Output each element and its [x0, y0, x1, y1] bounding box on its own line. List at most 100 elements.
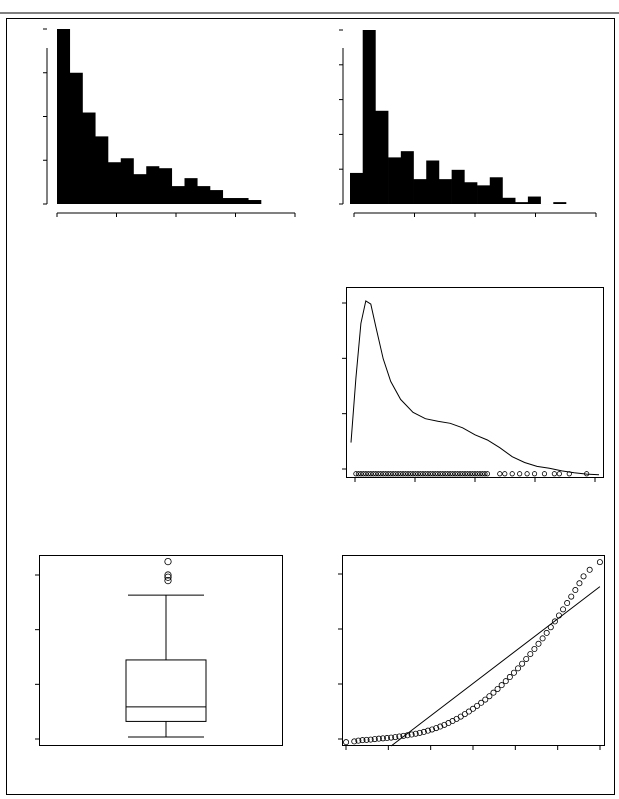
- qq-point: [586, 566, 593, 573]
- qq-point: [384, 735, 391, 742]
- histogram-bar: [210, 190, 224, 204]
- qq-point: [523, 655, 530, 662]
- rug-point: [373, 471, 379, 477]
- qq-points: [343, 559, 603, 746]
- histogram-bar: [464, 182, 478, 204]
- histogram-2-y-ticks: [339, 29, 343, 205]
- histogram-bar: [502, 197, 516, 204]
- qq-point: [474, 702, 481, 709]
- histogram-bar: [553, 202, 567, 204]
- rug-point: [425, 471, 431, 477]
- histogram-bar: [146, 166, 160, 204]
- rug-point: [455, 471, 461, 477]
- rug-point: [388, 471, 394, 477]
- histogram-bar: [69, 72, 83, 204]
- rug-point: [355, 471, 362, 477]
- rug-point: [368, 471, 374, 477]
- qq-point: [388, 734, 395, 741]
- histogram-bar: [375, 110, 389, 204]
- rug-point: [405, 471, 411, 477]
- histogram-bar: [133, 174, 147, 204]
- rug-point: [378, 471, 384, 477]
- rug-point: [432, 471, 438, 477]
- histogram-bar: [527, 196, 541, 204]
- density-rug: [353, 471, 590, 477]
- histogram-bar: [489, 177, 503, 204]
- rug-point: [365, 471, 371, 477]
- qq-point: [404, 732, 411, 739]
- qq-point: [424, 727, 431, 734]
- rug-point: [447, 471, 453, 477]
- rug-point: [400, 471, 406, 477]
- rug-point: [353, 471, 359, 477]
- histogram-bar: [57, 29, 71, 204]
- qq-point: [519, 660, 526, 667]
- histogram-bar: [477, 185, 491, 204]
- qq-point: [506, 674, 513, 681]
- qq-point: [343, 739, 350, 746]
- rug-point: [440, 471, 446, 477]
- qq-point: [400, 732, 407, 739]
- qq-plot-x-ticks: [345, 746, 601, 750]
- histogram-bar: [159, 168, 173, 204]
- histogram-bar: [515, 202, 529, 204]
- histogram-bar: [400, 151, 414, 204]
- density-plot-x-ticks: [354, 478, 596, 482]
- qq-point: [576, 580, 583, 587]
- rug-point: [390, 471, 396, 477]
- qq-point: [490, 689, 497, 696]
- density-curve: [350, 300, 600, 476]
- histogram-bar: [248, 200, 262, 204]
- qq-point: [502, 678, 509, 685]
- qq-point: [551, 618, 558, 625]
- histogram-bar: [95, 136, 109, 204]
- rug-point: [541, 471, 548, 477]
- rug-point: [484, 471, 491, 477]
- rug-point: [445, 471, 451, 477]
- qq-point: [416, 729, 423, 736]
- qq-point: [547, 624, 554, 631]
- rug-point: [380, 471, 386, 477]
- qq-point: [478, 699, 485, 706]
- rug-point: [467, 471, 473, 477]
- qq-point: [437, 723, 444, 730]
- qq-point: [412, 730, 419, 737]
- qq-point: [482, 696, 489, 703]
- rug-point: [422, 471, 428, 477]
- boxplot: [35, 555, 283, 746]
- qq-point: [433, 725, 440, 732]
- qq-point: [396, 733, 403, 740]
- rug-point: [427, 471, 433, 477]
- rug-point: [430, 471, 436, 477]
- qq-plot: [338, 555, 605, 750]
- histogram-bar: [171, 186, 185, 204]
- rug-point: [556, 471, 562, 477]
- qq-point: [465, 708, 472, 715]
- rug-point: [397, 471, 404, 477]
- qq-point: [494, 686, 501, 693]
- qq-point: [535, 640, 542, 647]
- qq-point: [420, 728, 427, 735]
- outlier-point: [164, 576, 172, 585]
- rug-point: [502, 471, 508, 477]
- histogram-bar: [426, 160, 440, 204]
- qq-point: [543, 629, 550, 636]
- rug-point: [410, 471, 416, 477]
- rug-point: [375, 471, 381, 477]
- histogram-1: [43, 28, 296, 217]
- rug-point: [479, 471, 486, 477]
- rug-point: [584, 471, 590, 477]
- outlier-point: [164, 557, 172, 566]
- rug-point: [417, 471, 424, 477]
- rug-point: [497, 471, 503, 477]
- outlier-point: [164, 571, 172, 579]
- qq-plot-y-ticks: [338, 573, 342, 740]
- rug-point: [469, 471, 476, 477]
- rug-point: [385, 471, 391, 477]
- rug-point: [509, 471, 515, 477]
- histogram-1-bars: [57, 29, 262, 204]
- histogram-1-x-ticks: [56, 213, 296, 217]
- histogram-bar: [362, 30, 376, 204]
- qq-point: [379, 735, 386, 742]
- histogram-bar: [438, 179, 452, 204]
